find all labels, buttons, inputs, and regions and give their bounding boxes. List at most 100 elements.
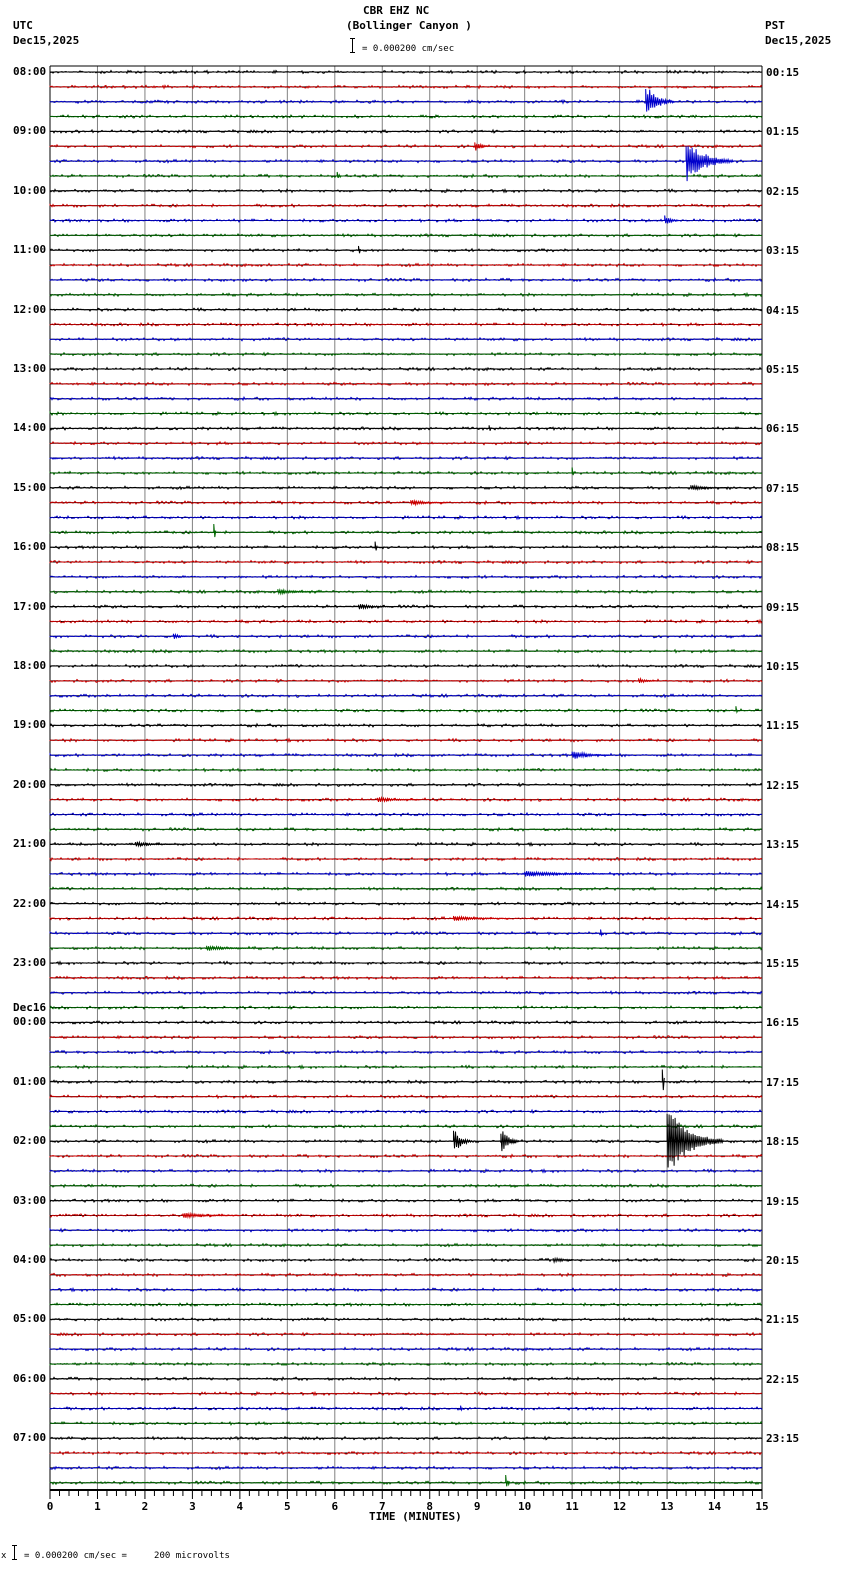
right-time-label: 06:15 [766,422,800,436]
trace-row [49,114,763,119]
right-time-label: 13:15 [766,838,800,852]
seismic-event [452,915,510,922]
x-tick-label: 9 [474,1500,481,1513]
trace-row [49,767,763,773]
x-tick-label: 6 [331,1500,338,1513]
trace-row [49,500,763,506]
trace-row [49,307,763,313]
right-time-label: 04:15 [766,303,800,317]
x-tick-label: 12 [613,1500,626,1513]
trace-row [49,69,763,75]
right-time-label: 16:15 [766,1016,800,1030]
trace-row [49,1004,763,1010]
left-time-label: 11:00 [13,243,47,257]
left-time-label: 09:00 [13,124,47,138]
x-tick-label: 15 [755,1500,768,1513]
trace-row [49,143,763,149]
seismic-event [460,1405,464,1412]
x-tick-label: 5 [284,1500,291,1513]
trace-row [49,603,763,610]
trace-row [49,455,763,461]
station-title: CBR EHZ NC [363,4,430,17]
seismic-event [277,588,325,596]
trace-row [49,1361,763,1367]
trace-row [49,1376,763,1382]
seismic-event [552,1256,582,1265]
seismic-event [488,425,492,431]
left-time-label: 10:00 [13,183,47,197]
trace-row [49,1257,763,1263]
left-time-label: 07:00 [13,1431,47,1445]
seismic-event [377,795,420,803]
seismic-event [358,603,396,610]
trace-row [49,975,763,981]
trace-row [49,232,763,238]
right-time-label: 12:15 [766,778,800,792]
trace-row [49,128,763,134]
x-tick-label: 14 [708,1500,722,1513]
right-time-label: 08:15 [766,541,800,555]
left-timezone: UTC [13,19,33,32]
trace-row [49,1198,763,1204]
trace-row [49,291,763,298]
trace-row [49,722,763,728]
left-date: Dec15,2025 [13,34,80,47]
trace-row [49,901,763,906]
trace-row [49,173,763,179]
trace-row [49,99,763,105]
trace-row [49,1138,763,1144]
right-time-label: 23:15 [766,1432,800,1446]
seismic-event [500,1131,520,1152]
seismic-event [374,541,378,551]
trace-row [49,1346,763,1352]
seismic-event [571,750,610,759]
left-time-label: 02:00 [13,1134,47,1148]
trace-row [49,886,763,892]
left-time-label: 17:00 [13,599,47,613]
trace-row [49,1302,763,1308]
trace-row [49,856,763,862]
trace-row [49,693,763,699]
seismic-event [505,1474,511,1487]
trace-row [49,544,763,550]
trace-row [49,559,763,565]
trace-row [49,410,763,417]
trace-row [49,707,763,713]
left-time-label: 03:00 [13,1193,47,1207]
trace-row [49,990,763,996]
x-tick-label: 10 [518,1500,531,1513]
x-tick-label: 4 [237,1500,244,1513]
trace-row [49,1242,763,1248]
header-scale-text: = 0.000200 cm/sec [362,44,455,54]
trace-row [49,1331,763,1337]
trace-row [49,1286,763,1293]
left-time-label: 19:00 [13,718,47,732]
right-time-label: 20:15 [766,1254,800,1267]
right-time-label: 14:15 [766,897,800,911]
trace-row [49,1272,763,1278]
right-time-label: 22:15 [766,1372,800,1386]
right-time-label: 21:15 [766,1313,800,1327]
trace-row [49,485,763,491]
left-time-label: 22:00 [13,896,47,910]
trace-row [49,915,763,921]
scale-bar-icon [350,38,355,53]
right-time-label: 11:15 [766,719,800,733]
seismic-event [690,484,728,491]
right-time-label: 05:15 [766,363,800,376]
x-tick-label: 1 [94,1500,101,1513]
seismic-event [172,632,188,640]
trace-row [49,782,763,788]
left-time-label: 16:00 [13,540,47,554]
right-date: Dec15,2025 [765,34,832,47]
right-time-label: 18:15 [766,1135,800,1149]
seismic-event [685,146,734,182]
trace-row [49,1316,763,1322]
left-date-change-label: Dec16 [13,1001,47,1015]
trace-row [49,351,763,357]
seismic-event [524,870,619,878]
x-tick-label: 3 [189,1500,196,1513]
trace-row [49,1435,763,1441]
seismic-event [206,944,254,952]
trace-row [49,440,763,446]
